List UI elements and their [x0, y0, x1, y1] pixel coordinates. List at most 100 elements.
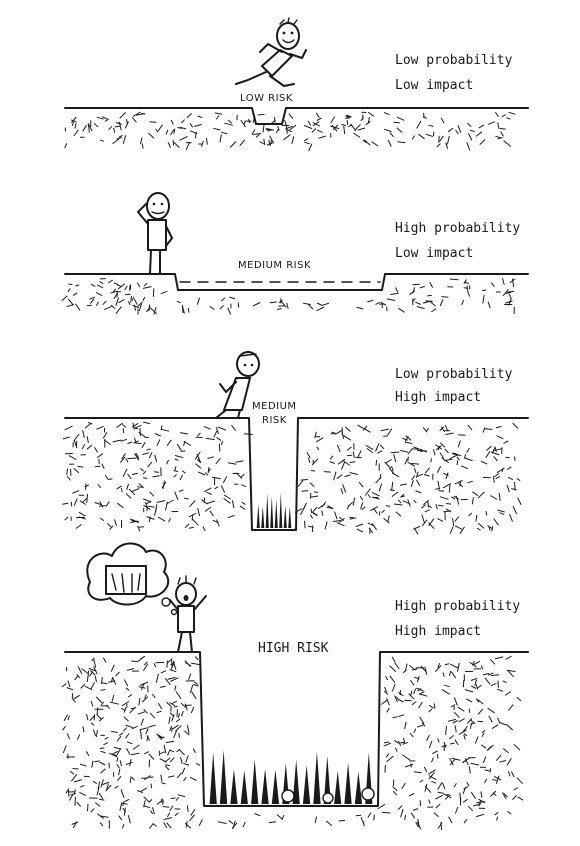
hatch-stroke	[174, 685, 177, 691]
hatch-stroke	[221, 297, 226, 302]
hatch-stroke	[82, 497, 88, 503]
hatch-stroke	[87, 123, 93, 132]
hatch-stroke	[437, 480, 441, 490]
hatch-stroke	[121, 823, 125, 829]
hatch-stroke	[112, 750, 119, 755]
hatch-stroke	[467, 122, 472, 128]
hatch-stroke	[438, 504, 444, 507]
hatch-stroke	[73, 467, 80, 474]
hatch-stroke	[183, 440, 192, 446]
hatch-stroke	[307, 120, 312, 126]
hatch-stroke	[165, 764, 170, 767]
hatch-stroke	[460, 465, 469, 470]
spike	[270, 496, 274, 528]
hatch-stroke	[96, 116, 104, 120]
hatch-stroke	[489, 768, 492, 773]
hatch-stroke	[149, 712, 156, 719]
hatch-stroke	[354, 124, 361, 131]
hatch-stroke	[61, 295, 68, 301]
hatch-stroke	[143, 751, 150, 755]
hatch-stroke	[419, 800, 422, 807]
hatch-stroke	[87, 803, 89, 812]
hatch-stroke	[336, 444, 341, 452]
hatch-stroke	[477, 491, 485, 499]
hatch-stroke	[367, 812, 372, 818]
hatch-stroke	[176, 443, 182, 451]
hatch-stroke	[311, 458, 319, 466]
hatch-stroke	[398, 691, 404, 697]
hatch-stroke	[291, 136, 295, 145]
hatch-stroke	[62, 725, 66, 731]
hatch-stroke	[451, 453, 457, 456]
hatch-stroke	[287, 129, 293, 133]
hatch-stroke	[303, 138, 309, 142]
hatch-stroke	[466, 447, 470, 453]
hatch-stroke	[410, 690, 413, 697]
hatch-stroke	[177, 794, 186, 798]
hatch-stroke	[215, 457, 221, 465]
hatch-stroke	[278, 299, 283, 304]
hatch-stroke	[418, 693, 428, 697]
hatch-stroke	[166, 459, 169, 465]
hatch-stroke	[154, 433, 161, 437]
hatch-stroke	[132, 422, 135, 430]
hatch-stroke	[148, 753, 155, 760]
hatch-stroke	[146, 306, 151, 313]
hatch-stroke	[398, 307, 405, 313]
hatch-stroke	[399, 741, 405, 744]
hatch-stroke	[392, 786, 398, 792]
hatch-stroke	[446, 135, 450, 145]
hatch-stroke	[131, 725, 138, 730]
hatch-stroke	[427, 294, 432, 297]
hatch-stroke	[433, 812, 439, 818]
hatch-stroke	[517, 497, 522, 506]
hatch-stroke	[426, 734, 430, 741]
hatch-stroke	[131, 488, 140, 492]
hatch-stroke	[136, 301, 143, 308]
hatch-stroke	[63, 714, 69, 722]
hatch-stroke	[384, 459, 392, 464]
hatch-stroke	[215, 115, 220, 120]
hatch-stroke	[299, 506, 306, 515]
hatch-stroke	[133, 437, 137, 443]
hatch-stroke	[411, 668, 418, 671]
hatch-stroke	[444, 424, 449, 432]
hatch-stroke	[126, 483, 129, 490]
hatch-stroke	[410, 463, 420, 465]
hatch-stroke	[183, 776, 187, 782]
hatch-stroke	[362, 425, 368, 431]
hatch-stroke	[91, 760, 94, 768]
hatch-stroke	[179, 126, 187, 130]
hatch-stroke	[496, 435, 504, 440]
hatch-stroke	[64, 425, 73, 431]
hatch-stroke	[122, 727, 127, 732]
hatch-stroke	[459, 526, 465, 534]
hatch-stroke	[98, 792, 104, 800]
hatch-stroke	[159, 751, 165, 755]
hatch-stroke	[462, 725, 468, 733]
hatch-stroke	[280, 300, 287, 308]
hatch-stroke	[394, 662, 400, 670]
hatch-stroke	[76, 734, 81, 740]
hatch-stroke	[220, 485, 226, 493]
hatch-stroke	[402, 437, 409, 441]
hatch-stroke	[371, 496, 380, 500]
hatch-stroke	[90, 682, 96, 690]
hatch-stroke	[131, 296, 134, 301]
hatch-stroke	[69, 770, 75, 775]
spike	[313, 751, 321, 804]
hatch-stroke	[77, 666, 83, 675]
hatch-stroke	[281, 814, 285, 821]
hatch-stroke	[449, 526, 454, 534]
hatch-stroke	[189, 500, 196, 508]
hatch-stroke	[194, 451, 201, 460]
hatch-stroke	[501, 114, 506, 118]
hatch-stroke	[470, 677, 478, 681]
hatch-stroke	[271, 119, 276, 124]
hatch-stroke	[156, 500, 166, 503]
hatch-stroke	[154, 471, 160, 473]
peering-figure	[215, 351, 260, 419]
hatch-stroke	[217, 821, 227, 824]
hatch-stroke	[80, 683, 86, 689]
hatch-stroke	[400, 809, 404, 818]
